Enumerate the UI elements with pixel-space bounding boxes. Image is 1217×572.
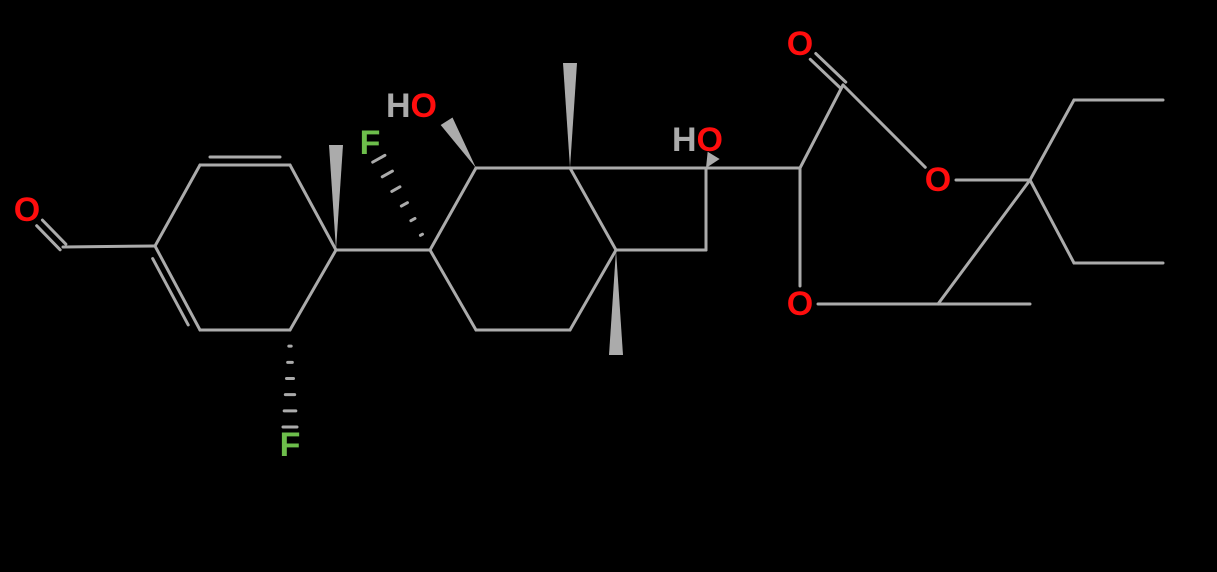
hydroxyl-label: HO xyxy=(386,87,437,125)
hydroxyl-label: HO xyxy=(672,121,723,159)
f-atom: F xyxy=(360,124,381,162)
o-atom: O xyxy=(925,161,951,199)
o-atom: O xyxy=(787,285,813,323)
o-atom: O xyxy=(14,191,40,229)
f-atom: F xyxy=(280,426,301,464)
molecule-diagram: OFFHOHOOOO xyxy=(0,0,1217,572)
o-atom: O xyxy=(787,25,813,63)
